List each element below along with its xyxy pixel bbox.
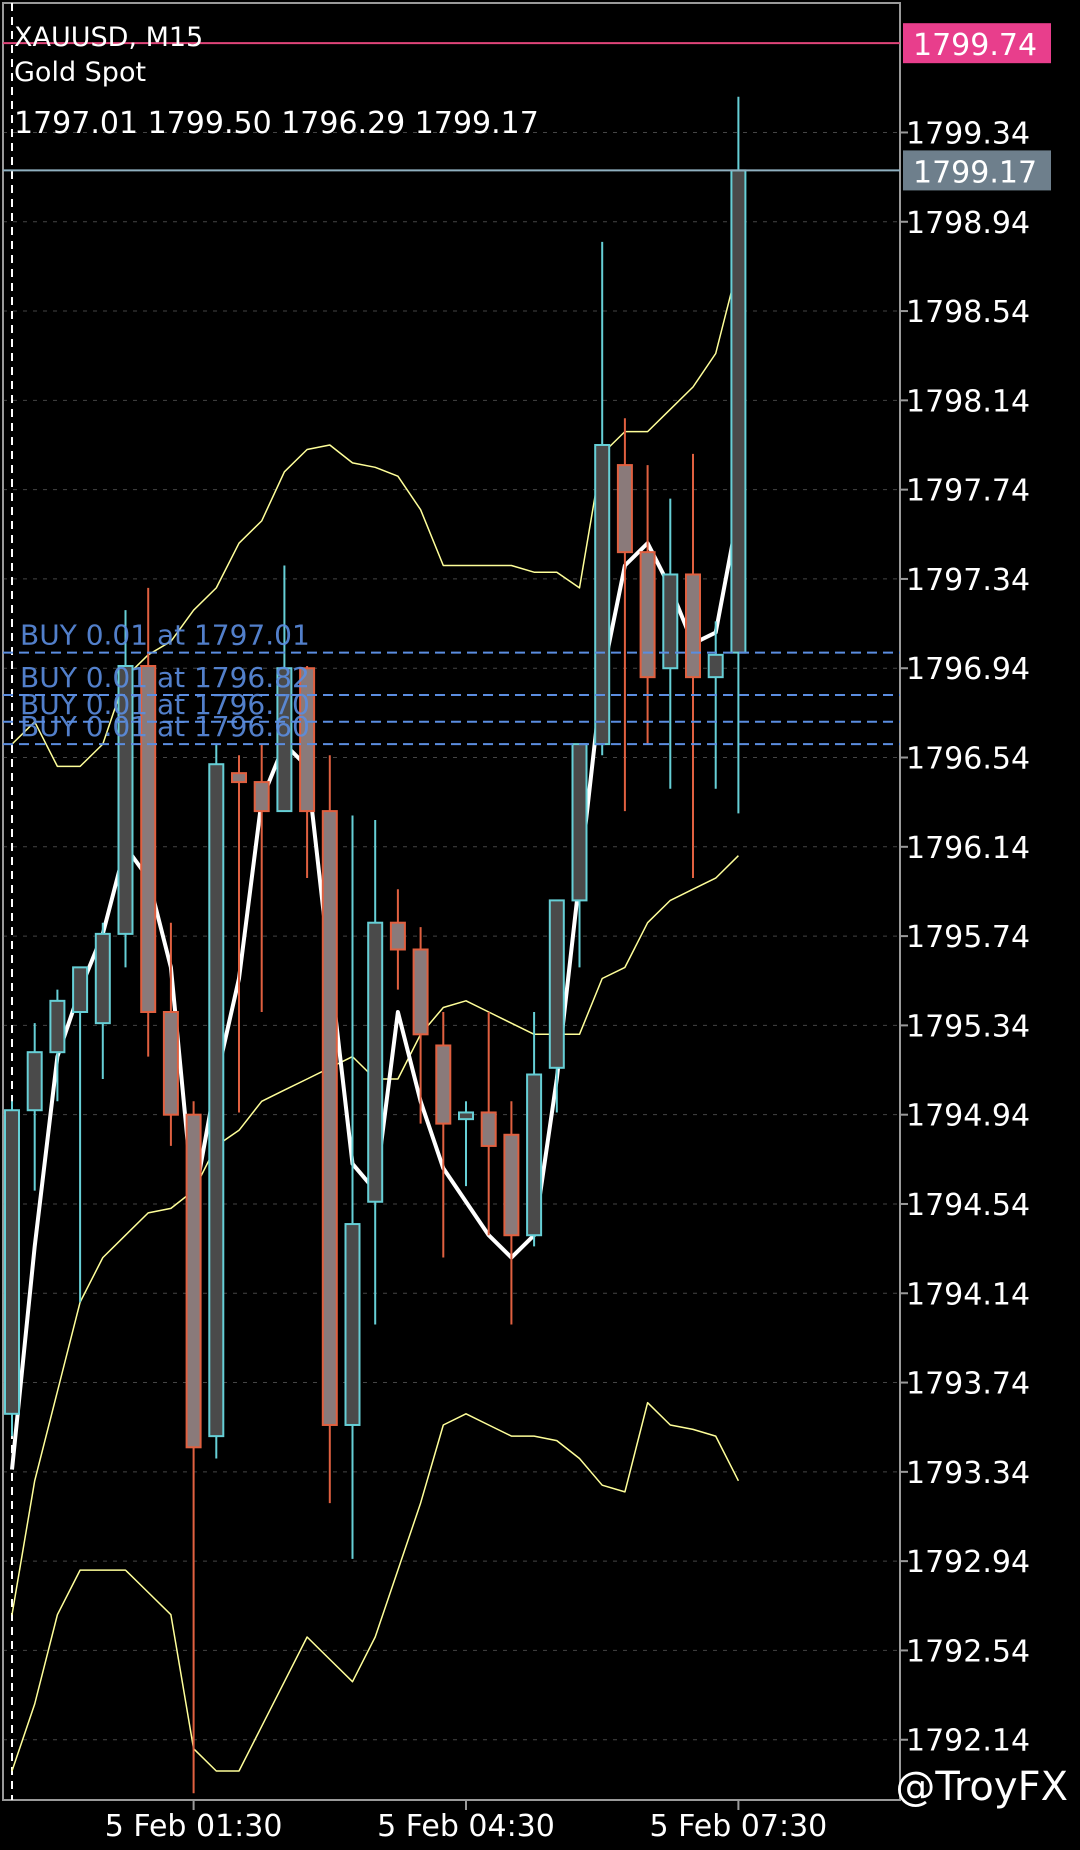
candles <box>4 96 747 1794</box>
candle-body <box>162 1010 179 1116</box>
y-tick-label: 1795.34 <box>906 1009 1030 1044</box>
order-label: BUY 0.01 at 1796.70 <box>20 688 310 721</box>
y-tick-label: 1796.54 <box>906 742 1030 777</box>
candle-body <box>299 667 316 813</box>
y-tick-label: 1794.14 <box>906 1277 1030 1312</box>
candle-body <box>571 743 588 902</box>
candle-body <box>208 763 225 1438</box>
time-axis: 5 Feb 01:30 5 Feb 04:30 5 Feb 07:30 <box>105 1800 828 1844</box>
candle-body <box>253 781 270 813</box>
order-label: BUY 0.01 at 1797.01 <box>20 619 310 652</box>
candle-body <box>72 966 89 1013</box>
ask-price-tag <box>903 23 1051 64</box>
y-tick-label: 1796.94 <box>906 652 1030 687</box>
candle-body <box>276 667 293 813</box>
candle-body <box>458 1111 474 1121</box>
candle-body <box>412 948 429 1036</box>
candle-body <box>367 921 384 1203</box>
price-lines <box>3 42 900 172</box>
chart-border <box>2 2 901 1801</box>
y-tick-label: 1798.54 <box>906 295 1030 330</box>
y-tick-label: 1794.94 <box>906 1099 1030 1134</box>
x-tick-label: 5 Feb 04:30 <box>377 1809 555 1844</box>
y-tick-label: 1799.34 <box>906 116 1030 151</box>
ohlc-values: 1797.01 1799.50 1796.29 1799.17 <box>14 106 539 141</box>
price-axis: 1799.74 1799.17 1799.34 1798.94 1798.54 1798.… <box>900 23 1051 1759</box>
y-tick-label: 1792.14 <box>906 1724 1030 1759</box>
y-tick-label: 1793.34 <box>906 1456 1030 1491</box>
symbol-timeframe: XAUUSD, M15 <box>14 22 204 53</box>
x-tick-label: 5 Feb 01:30 <box>105 1809 283 1844</box>
candle-body <box>548 899 565 1069</box>
bollinger-lower-line <box>11 1401 740 1772</box>
candle-body <box>685 573 701 679</box>
candle-body <box>49 999 66 1054</box>
y-tick-label: 1792.54 <box>906 1634 1030 1669</box>
x-tick-label: 5 Feb 07:30 <box>650 1809 828 1844</box>
candle-body <box>639 551 656 679</box>
candle-body <box>435 1044 452 1125</box>
candle-body <box>4 1109 20 1415</box>
price-grid <box>3 131 900 1741</box>
y-tick-label: 1796.14 <box>906 831 1030 866</box>
candle-body <box>231 772 247 784</box>
order-label: BUY 0.01 at 1796.82 <box>20 661 310 694</box>
candle-body <box>344 1223 361 1426</box>
y-tick-label: 1794.54 <box>906 1188 1030 1223</box>
y-tick-label: 1797.74 <box>906 474 1030 509</box>
bid-price-label: 1799.17 <box>913 155 1037 190</box>
candle-body <box>117 664 134 935</box>
candle-body <box>662 573 679 670</box>
y-tick-label: 1798.14 <box>906 384 1030 419</box>
candle-body <box>26 1051 43 1112</box>
candle-body <box>480 1111 497 1147</box>
candle-body <box>526 1073 543 1237</box>
y-tick-label: 1795.74 <box>906 920 1030 955</box>
y-tick-label: 1792.94 <box>906 1545 1030 1580</box>
candle-body <box>185 1113 202 1449</box>
candle-body <box>140 664 157 1013</box>
bid-price-tag <box>903 150 1051 191</box>
y-tick-label: 1798.94 <box>906 206 1030 241</box>
candle-body <box>707 653 724 679</box>
candle-body <box>321 810 338 1426</box>
candle-body <box>594 443 611 746</box>
ask-price-label: 1799.74 <box>913 28 1037 63</box>
candle-body <box>730 169 747 654</box>
y-tick-label: 1797.34 <box>906 563 1030 598</box>
chart-frame <box>2 2 901 1801</box>
order-label: BUY 0.01 at 1796.60 <box>20 710 310 743</box>
candle-body <box>389 921 406 951</box>
symbol-description: Gold Spot <box>14 57 147 88</box>
candle-body <box>616 464 633 554</box>
candle-body <box>94 932 111 1025</box>
y-tick-label: 1793.74 <box>906 1367 1030 1402</box>
candle-body <box>503 1133 520 1237</box>
watermark: @TroyFX <box>895 1764 1068 1810</box>
